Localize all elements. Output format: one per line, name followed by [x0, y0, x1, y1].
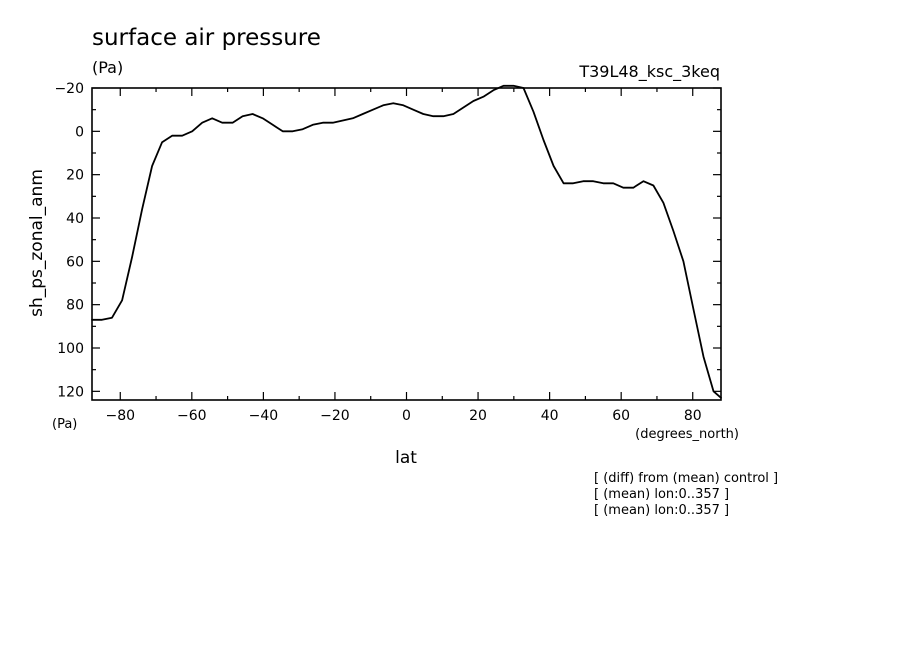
x-tick-label: 80 [684, 408, 702, 424]
tick-layer: −80 −60 −40 −20 0 20 40 60 80 −20 0 20 40 60 80 100 120 [54, 81, 721, 424]
series-layer [92, 86, 721, 398]
x-tick-label: 0 [402, 408, 411, 424]
y-tick-label: 100 [57, 341, 84, 357]
note-line-1: [ (diff) from (mean) control ] [594, 471, 778, 486]
y-tick-label: 0 [75, 124, 84, 140]
x-tick-label: 20 [469, 408, 487, 424]
x-tick-label: 40 [541, 408, 559, 424]
y-tick-label: −20 [54, 81, 84, 97]
y-tick-label: 80 [66, 298, 84, 314]
y-axis-units: (Pa) [52, 417, 77, 432]
y-tick-label: 60 [66, 254, 84, 270]
chart-title: surface air pressure [92, 25, 321, 51]
experiment-name: T39L48_ksc_3keq [578, 62, 720, 82]
note-line-3: [ (mean) lon:0..357 ] [594, 503, 729, 518]
y-tick-label: 120 [57, 384, 84, 400]
series-line [92, 86, 721, 398]
x-tick-label: −20 [320, 408, 350, 424]
x-tick-label: −60 [177, 408, 207, 424]
x-axis-label: lat [395, 448, 417, 468]
title-units: (Pa) [92, 58, 123, 77]
x-tick-label: −40 [249, 408, 279, 424]
y-axis-label: sh_ps_zonal_anm [27, 169, 47, 317]
x-tick-label: −80 [105, 408, 135, 424]
x-axis-units: (degrees_north) [635, 427, 739, 442]
x-tick-label: 60 [612, 408, 630, 424]
y-tick-label: 20 [66, 168, 84, 184]
note-line-2: [ (mean) lon:0..357 ] [594, 487, 729, 502]
y-tick-label: 40 [66, 211, 84, 227]
